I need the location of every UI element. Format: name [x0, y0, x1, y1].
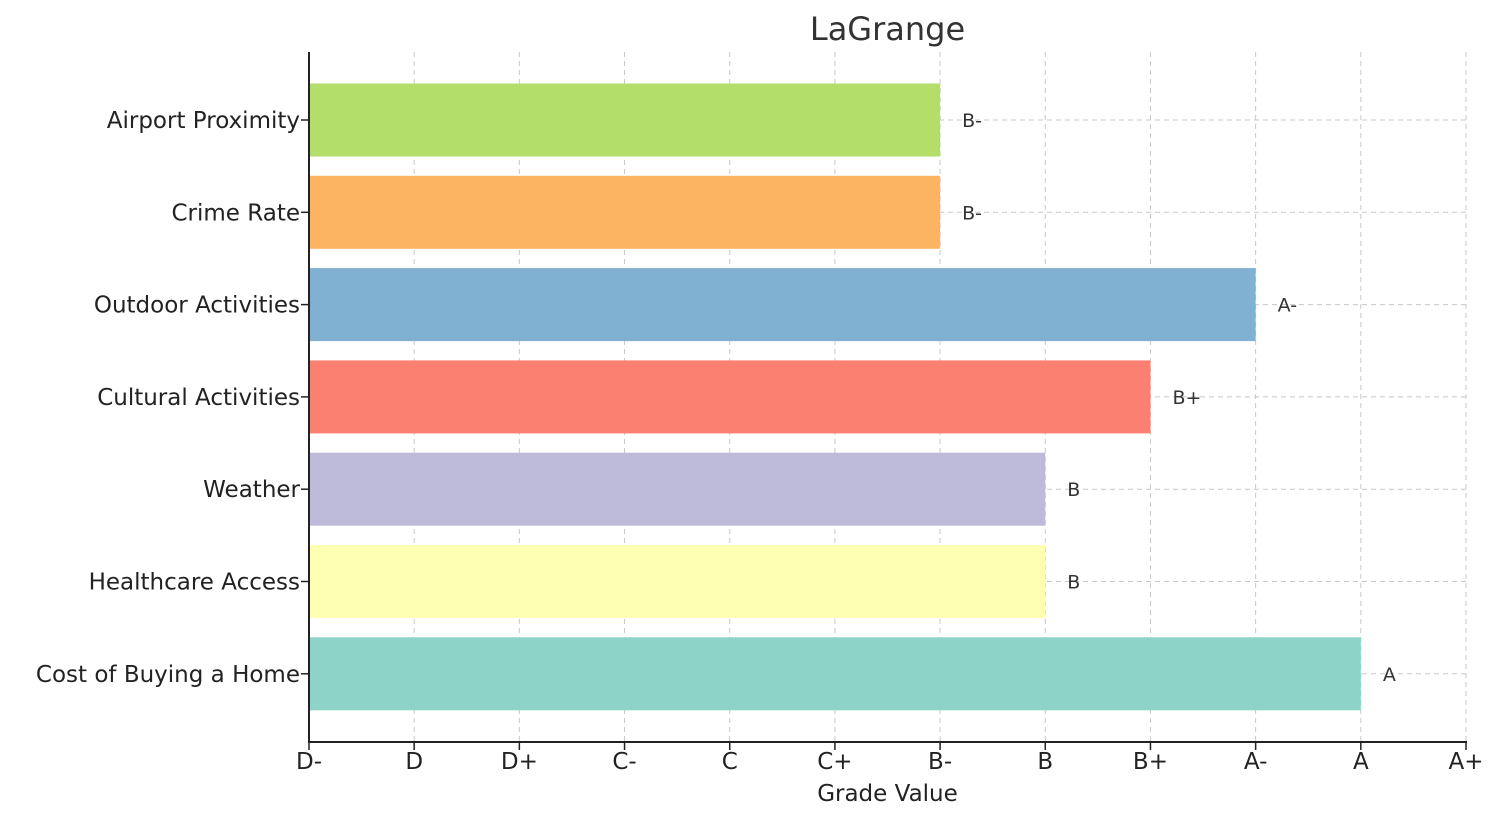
- x-tick-labels: D- D D+ C- C C+ B- B B+ A- A A+: [296, 742, 1484, 775]
- chart-title: LaGrange: [810, 10, 965, 48]
- category-label: Weather: [203, 477, 300, 503]
- x-tick-label: C: [722, 749, 738, 775]
- bars: [309, 83, 1361, 711]
- x-tick-label: C+: [817, 749, 852, 775]
- x-tick-label: A+: [1448, 749, 1483, 775]
- bar: [309, 360, 1151, 434]
- category-label: Crime Rate: [171, 200, 300, 226]
- bar-value-label: A-: [1278, 295, 1297, 317]
- bar: [309, 268, 1256, 342]
- bar-value-label: B-: [962, 202, 982, 224]
- x-axis-label: Grade Value: [817, 781, 958, 807]
- bar-value-label: B: [1067, 479, 1080, 501]
- x-tick-label: D: [405, 749, 423, 775]
- x-tick-label: B-: [928, 749, 952, 775]
- bar: [309, 452, 1046, 526]
- category-label: Airport Proximity: [107, 108, 300, 134]
- bar: [309, 175, 941, 249]
- category-label: Healthcare Access: [89, 570, 300, 596]
- x-tick-label: C-: [612, 749, 636, 775]
- data-labels: B- B- A- B+ B B A: [962, 110, 1396, 686]
- bar-value-label: A: [1383, 664, 1396, 686]
- x-tick-label: A: [1353, 749, 1369, 775]
- x-tick-label: B+: [1133, 749, 1168, 775]
- bar-value-label: B-: [962, 110, 982, 132]
- x-tick-label: B: [1037, 749, 1053, 775]
- x-tick-label: D+: [501, 749, 538, 775]
- x-tick-label: D-: [296, 749, 322, 775]
- x-tick-label: A-: [1244, 749, 1268, 775]
- category-label: Outdoor Activities: [94, 293, 300, 319]
- bar: [309, 545, 1046, 618]
- bar-value-label: B+: [1172, 387, 1201, 409]
- category-labels: Airport Proximity Crime Rate Outdoor Activ…: [36, 108, 309, 688]
- bar: [309, 83, 941, 157]
- bar-value-label: B: [1067, 572, 1080, 594]
- category-label: Cost of Buying a Home: [36, 662, 300, 688]
- bar: [309, 637, 1361, 711]
- category-label: Cultural Activities: [97, 385, 300, 411]
